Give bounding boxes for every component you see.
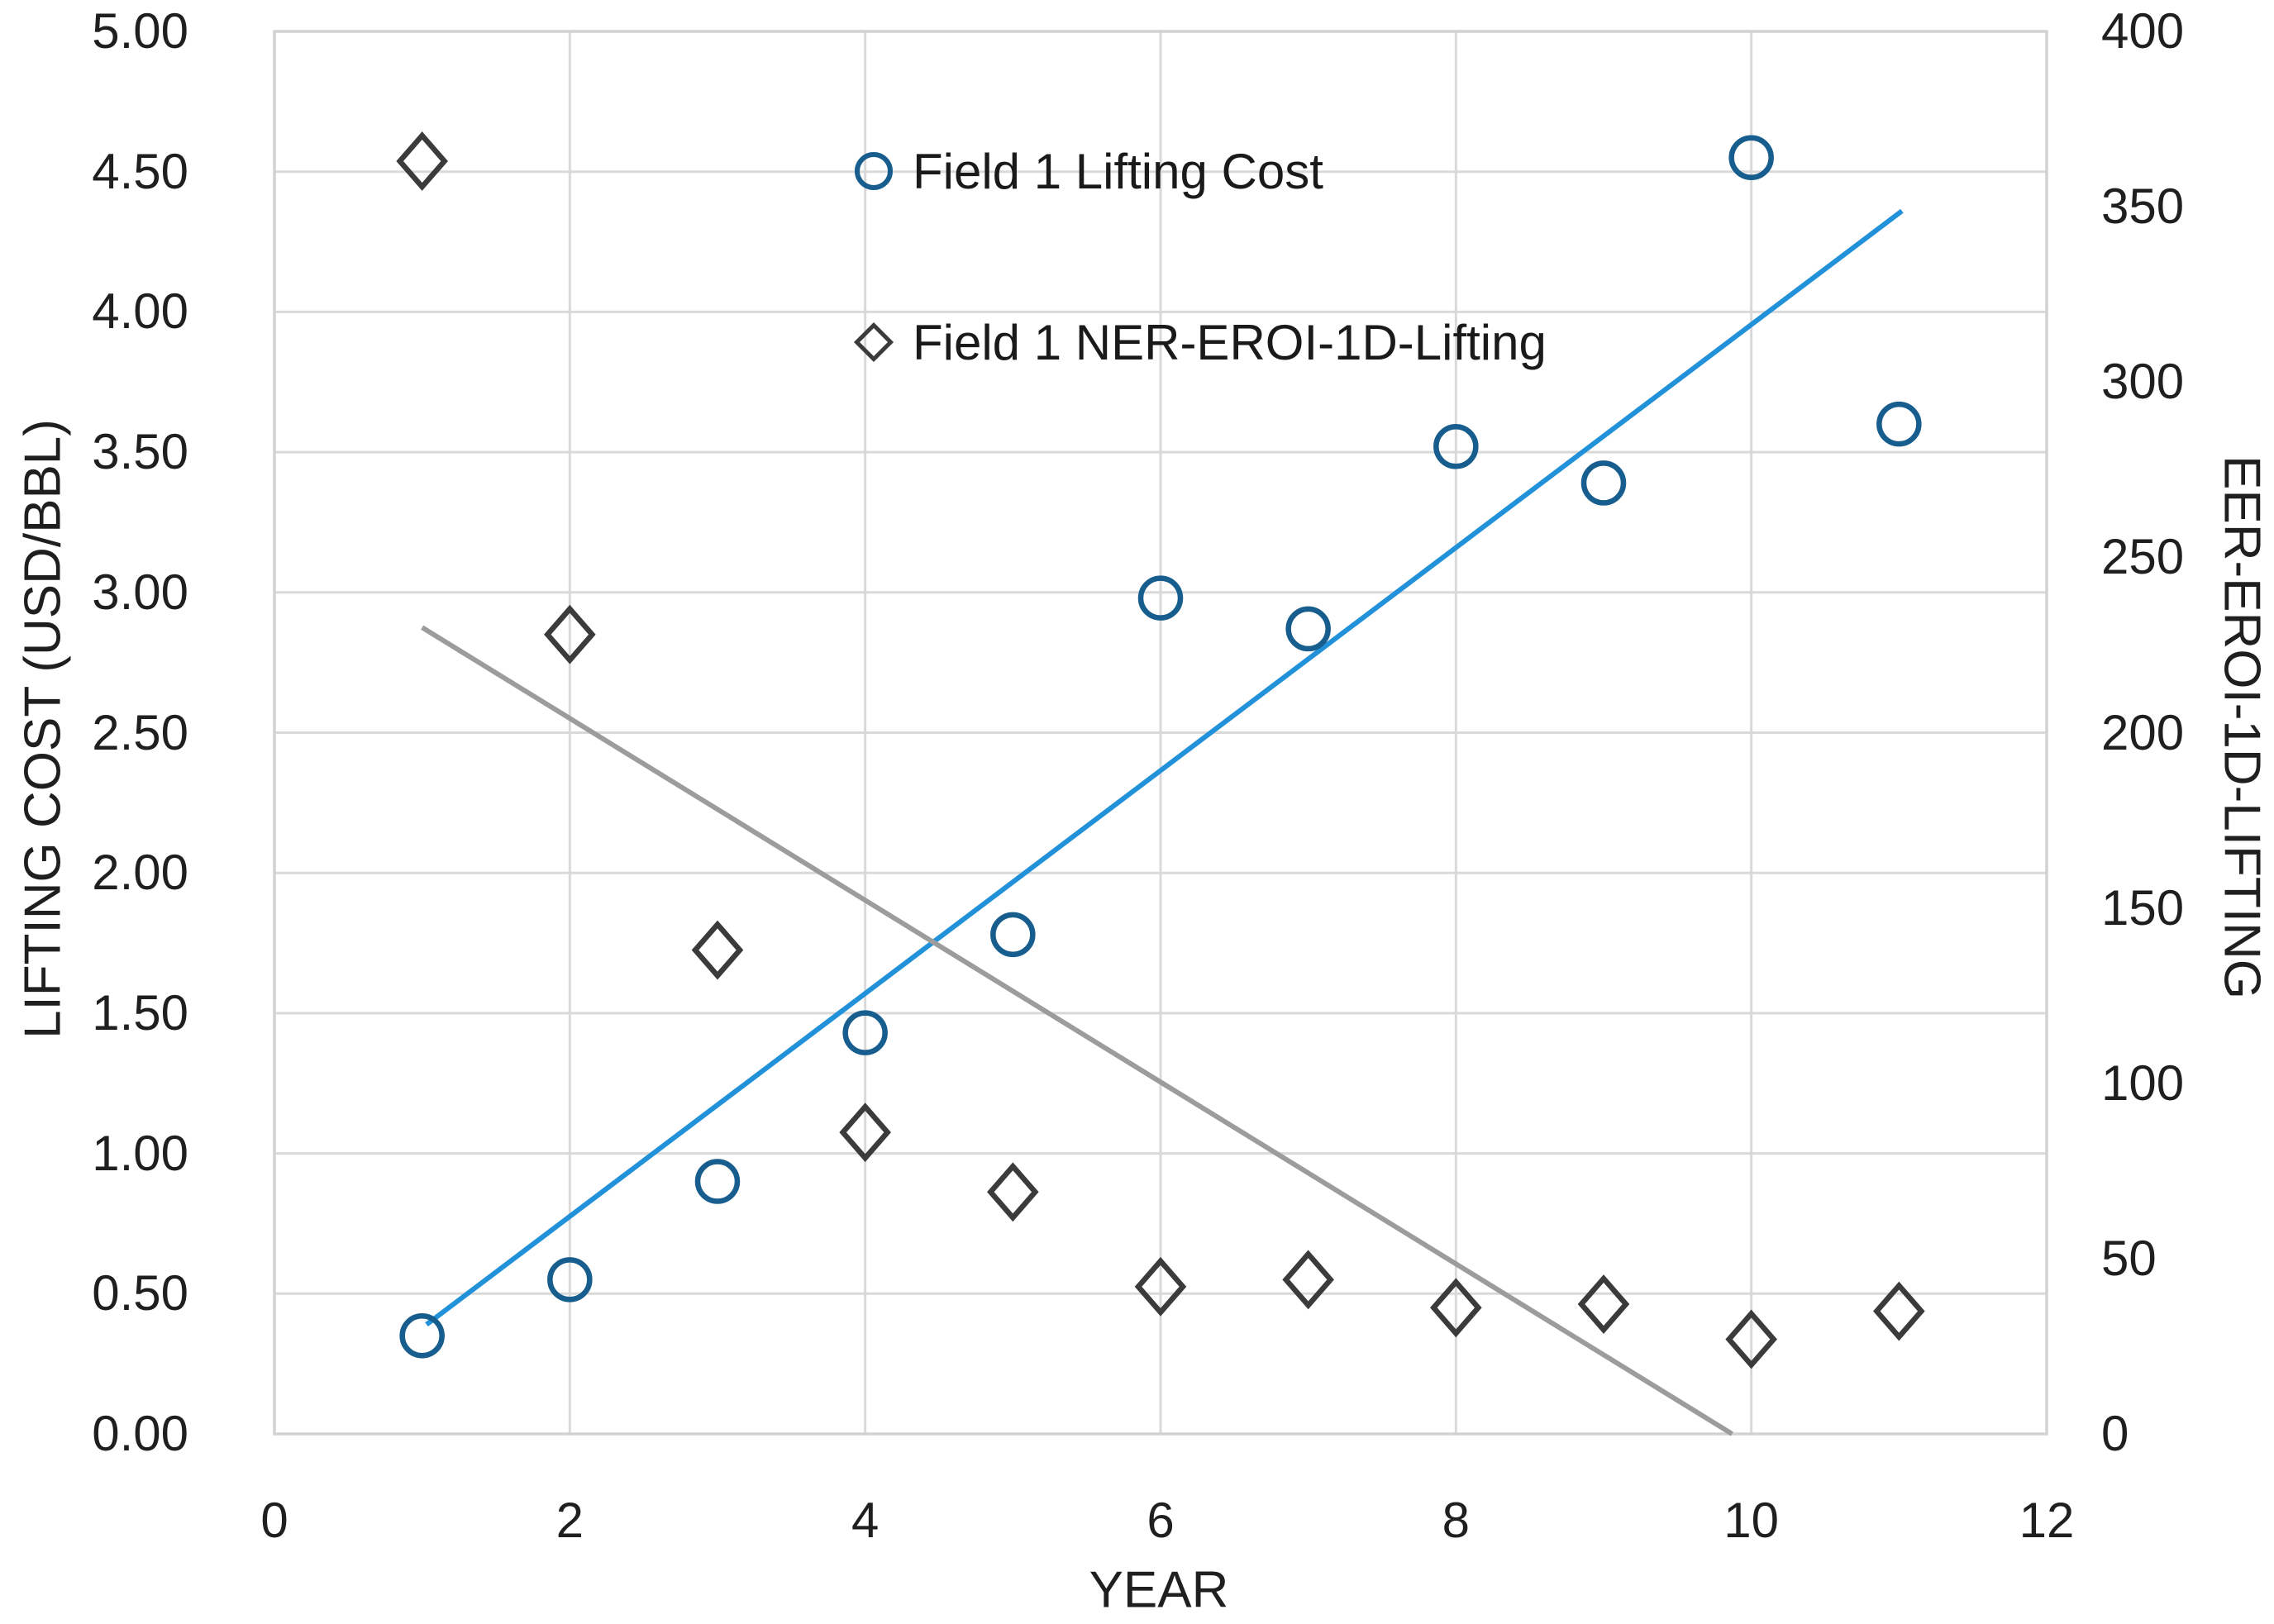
- right-axis-tick: 50: [2101, 1230, 2157, 1286]
- ner-eroi-point: [691, 920, 744, 980]
- right-axis-tick: 0: [2101, 1406, 2129, 1461]
- ner-eroi-point: [1725, 1309, 1777, 1369]
- legend: Field 1 Lifting Cost Field 1 NER-EROI-1D…: [853, 139, 1547, 374]
- right-axis-tick: 350: [2101, 179, 2185, 235]
- left-axis-tick: 3.50: [92, 424, 188, 480]
- lifting-cost-point: [990, 912, 1036, 958]
- left-axis-tick: 2.00: [92, 845, 188, 901]
- trendline-ner-eroi: [421, 625, 1734, 1436]
- x-axis-tick: 8: [1442, 1493, 1471, 1548]
- ner-eroi-point: [1430, 1278, 1482, 1338]
- right-axis-tick: 100: [2101, 1055, 2185, 1111]
- legend-label-lifting-cost: Field 1 Lifting Cost: [913, 143, 1323, 199]
- ner-eroi-point: [987, 1162, 1039, 1222]
- plot-border: [273, 30, 2048, 1436]
- lifting-cost-point: [694, 1159, 741, 1204]
- x-axis-tick: 10: [1723, 1493, 1780, 1548]
- lifting-cost-point: [399, 1312, 445, 1359]
- ner-eroi-point: [1282, 1250, 1334, 1310]
- left-axis-tick: 4.00: [92, 283, 188, 340]
- lifting-cost-point: [1728, 135, 1774, 180]
- trendline-lifting-cost: [425, 208, 1904, 1327]
- right-axis-tick: 400: [2101, 3, 2185, 59]
- x-axis-tick: 6: [1147, 1493, 1175, 1548]
- circle-marker-icon: [855, 152, 893, 190]
- x-axis-tick: 4: [851, 1493, 880, 1548]
- ner-eroi-point: [396, 131, 448, 191]
- diamond-marker-icon: [853, 321, 894, 363]
- lifting-cost-point: [842, 1010, 888, 1055]
- left-axis-tick: 0.00: [92, 1406, 188, 1461]
- legend-item-ner-eroi: Field 1 NER-EROI-1D-Lifting: [853, 310, 1547, 374]
- left-axis-tick: 4.50: [92, 143, 188, 199]
- left-axis-tick: 0.50: [92, 1265, 188, 1322]
- lifting-cost-point: [1876, 401, 1922, 447]
- right-axis-tick: 150: [2101, 879, 2185, 936]
- left-axis-tick: 3.00: [92, 564, 188, 620]
- ner-eroi-point: [839, 1103, 891, 1163]
- left-axis-tick: 1.50: [92, 984, 188, 1041]
- ner-eroi-point: [1577, 1274, 1630, 1334]
- left-axis-tick: 5.00: [92, 3, 188, 59]
- left-axis-tick: 1.00: [92, 1125, 188, 1181]
- ner-eroi-point: [544, 604, 596, 664]
- legend-item-lifting-cost: Field 1 Lifting Cost: [855, 139, 1547, 203]
- lifting-cost-point: [1285, 606, 1331, 652]
- right-axis-title: EER-EROI-1D-LIFTING: [2213, 455, 2271, 999]
- ner-eroi-point: [1134, 1256, 1187, 1317]
- left-axis-tick: 2.50: [92, 704, 188, 760]
- x-axis-title: YEAR: [1089, 1561, 1229, 1619]
- x-axis-tick: 2: [555, 1493, 584, 1548]
- lifting-cost-point: [1580, 460, 1627, 506]
- ner-eroi-point: [1873, 1281, 1925, 1341]
- right-axis-tick: 300: [2101, 354, 2185, 410]
- right-axis-tick: 200: [2101, 704, 2185, 760]
- lifting-cost-point: [1433, 424, 1479, 469]
- lifting-cost-point: [1137, 575, 1184, 621]
- right-axis-tick: 250: [2101, 529, 2185, 585]
- left-axis-title: LIFTING COST (USD/BBL): [14, 419, 72, 1039]
- x-axis-tick: 0: [260, 1493, 288, 1548]
- x-axis-tick: 12: [2019, 1493, 2075, 1548]
- lifting-cost-point: [547, 1257, 593, 1303]
- legend-label-ner-eroi: Field 1 NER-EROI-1D-Lifting: [913, 314, 1547, 370]
